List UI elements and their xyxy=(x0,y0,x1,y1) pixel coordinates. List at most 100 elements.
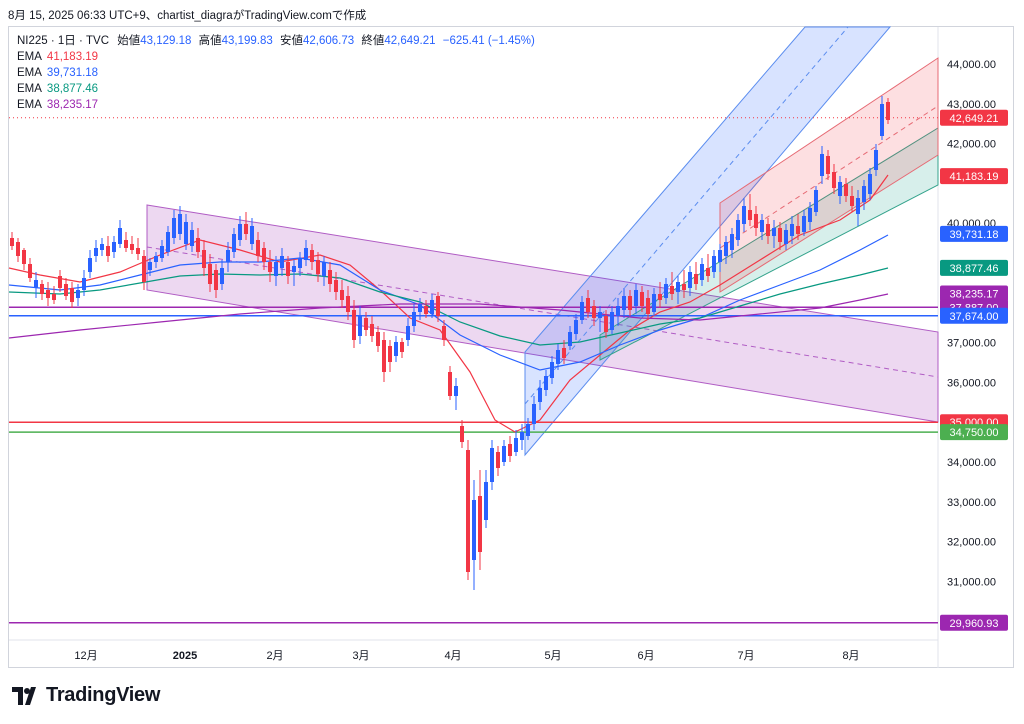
candle-body-91 xyxy=(556,350,560,364)
symbol-label: NI225 · 1日 · TVC xyxy=(17,35,110,47)
price-label-2: 39,731.18 xyxy=(950,229,999,241)
time-tick-4: 4月 xyxy=(444,650,461,662)
ema-label: EMA xyxy=(17,83,42,95)
candle-body-113 xyxy=(688,272,692,288)
ema-row-2[interactable]: EMA 39,731.18 xyxy=(17,65,535,81)
candle-body-43 xyxy=(268,262,272,272)
price-tick-2: 42,000.00 xyxy=(947,139,996,151)
candle-body-143 xyxy=(868,174,872,194)
candle-body-135 xyxy=(820,154,824,176)
candle-body-90 xyxy=(550,362,554,378)
time-tick-0: 12月 xyxy=(74,650,97,662)
candle-body-76 xyxy=(466,450,470,572)
candle-body-31 xyxy=(196,238,200,252)
price-label-8: 34,750.00 xyxy=(950,427,999,439)
candle-body-68 xyxy=(418,304,422,312)
steep-channel xyxy=(524,26,892,457)
candle-body-123 xyxy=(748,210,752,220)
candle-body-108 xyxy=(658,294,662,300)
chart-legend: NI225 · 1日 · TVC 始値43,129.18 高値43,199.83… xyxy=(17,33,535,113)
candle-body-14 xyxy=(94,248,98,256)
candle-body-56 xyxy=(346,296,350,312)
candle-body-41 xyxy=(256,240,260,256)
red-channel-mid xyxy=(719,105,939,249)
candle-body-98 xyxy=(598,312,602,318)
candle-body-3 xyxy=(28,264,32,278)
tradingview-icon xyxy=(12,686,40,705)
ema-line-4 xyxy=(8,293,889,339)
candle-body-112 xyxy=(682,284,686,290)
candle-body-117 xyxy=(712,256,716,272)
candle-body-0 xyxy=(10,238,14,246)
candle-body-10 xyxy=(70,288,74,302)
candle-body-69 xyxy=(424,306,428,314)
candle-body-84 xyxy=(514,438,518,452)
candle-body-120 xyxy=(730,234,734,250)
candle-body-122 xyxy=(742,206,746,224)
candle-body-36 xyxy=(226,250,230,262)
candle-body-89 xyxy=(544,376,548,390)
open-label: 始値 xyxy=(117,35,141,47)
candle-body-19 xyxy=(124,240,128,248)
price-tick-9: 31,000.00 xyxy=(947,576,996,588)
green-channel xyxy=(599,127,939,361)
candle-body-125 xyxy=(760,220,764,232)
ema-value: 38,235.17 xyxy=(46,99,99,111)
candle-body-62 xyxy=(382,340,386,372)
candle-body-116 xyxy=(706,268,710,276)
candle-body-39 xyxy=(244,224,248,234)
price-tick-8: 32,000.00 xyxy=(947,537,996,549)
high-label: 高値 xyxy=(198,35,222,47)
candle-body-87 xyxy=(532,404,536,424)
price-label-bg-9 xyxy=(940,614,1008,631)
candle-body-20 xyxy=(130,244,134,250)
candle-body-9 xyxy=(64,284,68,296)
candle-body-58 xyxy=(358,316,362,336)
candle-body-25 xyxy=(160,246,164,258)
candle-body-145 xyxy=(880,104,884,136)
chart-frame xyxy=(8,26,1014,668)
brand-name: TradingView xyxy=(46,684,161,706)
candle-body-144 xyxy=(874,150,878,170)
candle-body-141 xyxy=(856,198,860,214)
candle-body-21 xyxy=(136,248,140,254)
price-label-6: 37,674.00 xyxy=(950,311,999,323)
candle-body-71 xyxy=(436,296,440,316)
candle-body-13 xyxy=(88,258,92,272)
open-value: 43,129.18 xyxy=(140,35,192,47)
price-label-9: 29,960.93 xyxy=(950,618,999,630)
candle-body-24 xyxy=(154,256,158,262)
candle-body-63 xyxy=(388,346,392,362)
ema-value: 41,183.19 xyxy=(46,51,99,63)
high-value: 43,199.83 xyxy=(221,35,273,47)
candle-body-96 xyxy=(586,298,590,312)
tradingview-logo[interactable]: TradingView xyxy=(12,684,160,707)
candle-body-85 xyxy=(520,432,524,440)
candle-body-51 xyxy=(316,260,320,274)
ema-row-4[interactable]: EMA 38,235.17 xyxy=(17,97,535,113)
candle-body-129 xyxy=(784,230,788,244)
candle-body-70 xyxy=(430,300,434,314)
candle-body-50 xyxy=(310,250,314,262)
candle-body-100 xyxy=(610,312,614,330)
ema-row-1[interactable]: EMA 41,183.19 xyxy=(17,49,535,65)
candle-body-97 xyxy=(592,306,596,318)
candle-body-121 xyxy=(736,220,740,240)
candle-body-49 xyxy=(304,248,308,260)
time-tick-8: 8月 xyxy=(842,650,859,662)
ema-row-3[interactable]: EMA 38,877.46 xyxy=(17,81,535,97)
descending-channel-mid xyxy=(146,246,939,378)
candle-body-7 xyxy=(52,294,56,300)
candle-body-52 xyxy=(322,262,326,276)
time-tick-2: 2月 xyxy=(266,650,283,662)
candle-body-139 xyxy=(844,184,848,196)
candle-body-81 xyxy=(496,452,500,468)
price-tick-6: 34,000.00 xyxy=(947,457,996,469)
candle-body-26 xyxy=(166,232,170,252)
candle-body-59 xyxy=(364,318,368,330)
candle-body-67 xyxy=(412,312,416,326)
price-label-bg-8 xyxy=(940,424,1008,441)
candle-body-95 xyxy=(580,302,584,320)
candle-body-88 xyxy=(538,388,542,402)
